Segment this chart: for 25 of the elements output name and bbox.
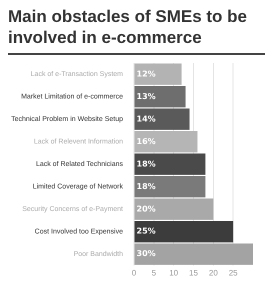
bar xyxy=(134,86,186,108)
data-label: 20% xyxy=(136,204,156,214)
x-tick-label: 25 xyxy=(228,268,238,278)
x-tick-label: 0 xyxy=(132,268,137,278)
data-label: 14% xyxy=(136,114,156,124)
bar xyxy=(134,220,234,242)
chart-title: Main obstacles of SMEs to be involved in e-commerce xyxy=(8,6,265,55)
data-label: 16% xyxy=(136,136,156,146)
bar xyxy=(134,243,253,265)
data-label: 12% xyxy=(136,69,156,78)
bar xyxy=(134,198,214,220)
data-label: 13% xyxy=(136,92,156,101)
bar xyxy=(134,108,190,130)
x-tick-label: 10 xyxy=(169,268,179,278)
bar xyxy=(134,131,198,152)
x-tick-label: 5 xyxy=(152,268,157,278)
bar xyxy=(134,176,206,198)
bar xyxy=(134,64,182,85)
x-tick-label: 15 xyxy=(189,268,198,278)
data-label: 18% xyxy=(136,182,156,191)
data-label: 30% xyxy=(136,249,156,258)
data-label: 25% xyxy=(136,226,156,236)
x-tick-label: 20 xyxy=(208,268,218,278)
data-label: 18% xyxy=(136,159,156,168)
bar xyxy=(134,154,206,175)
